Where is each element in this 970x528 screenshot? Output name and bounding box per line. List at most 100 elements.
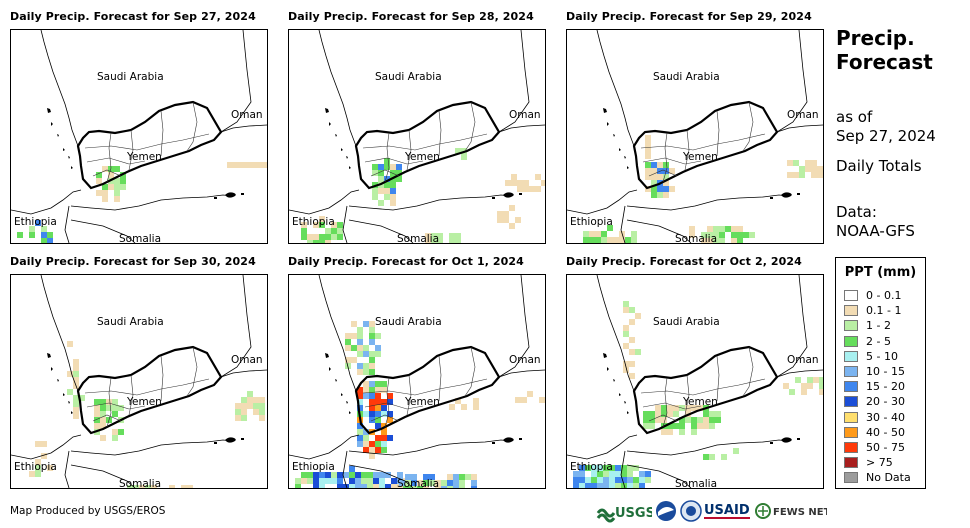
- label-yemen: Yemen: [404, 151, 440, 163]
- legend-swatch: [844, 350, 858, 362]
- label-ethiopia: Ethiopia: [14, 461, 57, 473]
- label-oman: Oman: [787, 354, 819, 366]
- as-of-date: Sep 27, 2024: [836, 127, 936, 145]
- usaid-logo: USAID: [704, 499, 752, 523]
- product-title-line1: Precip.: [836, 26, 915, 50]
- label-somalia: Somalia: [397, 233, 439, 243]
- legend-swatch: [844, 472, 858, 484]
- data-label: Data:: [836, 203, 877, 221]
- somalia-border: [626, 464, 692, 488]
- yemen-border: [632, 345, 779, 435]
- coastline: [220, 369, 267, 378]
- somalia-border: [348, 219, 414, 243]
- legend-swatch: [844, 442, 858, 453]
- coastline: [70, 194, 234, 211]
- forecast-map: Saudi Arabia Oman Yemen Ethiopia Somalia: [10, 274, 268, 489]
- panel-title: Daily Precip. Forecast for Sep 29, 2024: [566, 10, 812, 23]
- legend-swatch: [844, 335, 858, 347]
- precip-cells: [573, 301, 823, 488]
- ethiopia-border: [342, 205, 348, 243]
- coastline: [40, 275, 79, 392]
- label-saudi-arabia: Saudi Arabia: [653, 316, 720, 328]
- saudi-oman-border: [498, 30, 530, 133]
- legend-swatch: [844, 320, 858, 332]
- precip-cells: [301, 148, 545, 243]
- legend-swatch: [844, 290, 858, 301]
- ethiopia-border: [64, 205, 70, 243]
- fews-net-logo-text: FEWS NET: [773, 507, 827, 518]
- label-yemen: Yemen: [126, 396, 162, 408]
- label-somalia: Somalia: [675, 478, 717, 488]
- forecast-map: Saudi Arabia Oman Yemen Ethiopia Somalia: [288, 274, 546, 489]
- coastline: [567, 434, 638, 460]
- label-oman: Oman: [231, 109, 263, 121]
- coastline: [70, 439, 234, 456]
- yemen-border: [76, 100, 223, 190]
- socotra-island: [214, 192, 244, 199]
- legend-swatch: [844, 411, 858, 423]
- panel-oct1: Daily Precip. Forecast for Oct 1, 2024 S…: [288, 255, 546, 489]
- label-ethiopia: Ethiopia: [570, 461, 613, 473]
- precip-cells: [295, 321, 545, 488]
- label-somalia: Somalia: [119, 478, 161, 488]
- coastline: [318, 275, 357, 392]
- legend-label: 15 - 20: [866, 380, 905, 394]
- totals-label: Daily Totals: [836, 157, 922, 175]
- precip-cells: [29, 341, 265, 488]
- usgs-logo: USGS: [596, 499, 655, 523]
- legend-swatch: [844, 426, 858, 438]
- panel-sep29: Daily Precip. Forecast for Sep 29, 2024 …: [566, 10, 824, 244]
- legend-swatch: [844, 396, 858, 408]
- doi-seal-icon: [680, 499, 702, 523]
- yemen-border: [354, 345, 501, 435]
- fews-net-logo: FEWS NET: [755, 499, 831, 523]
- somalia-border: [70, 464, 136, 488]
- coastline: [40, 30, 79, 147]
- credit-text: Map Produced by USGS/EROS: [10, 505, 166, 517]
- label-yemen: Yemen: [126, 151, 162, 163]
- forecast-map: Saudi Arabia Oman Yemen Ethiopia Somalia: [566, 29, 824, 244]
- ethiopia-border: [64, 450, 70, 488]
- somalia-border: [70, 219, 136, 243]
- panel-title: Daily Precip. Forecast for Oct 2, 2024: [566, 255, 802, 268]
- label-saudi-arabia: Saudi Arabia: [653, 71, 720, 83]
- label-oman: Oman: [509, 354, 541, 366]
- coastline: [596, 30, 635, 147]
- yemen-border: [632, 100, 779, 190]
- coastline: [776, 124, 823, 133]
- socotra-island: [770, 437, 800, 444]
- label-oman: Oman: [231, 354, 263, 366]
- coastline: [626, 439, 790, 456]
- panel-title: Daily Precip. Forecast for Sep 27, 2024: [10, 10, 256, 23]
- legend-label: 50 - 75: [866, 441, 905, 454]
- label-yemen: Yemen: [682, 396, 718, 408]
- legend-swatch: [844, 457, 858, 469]
- coastline: [348, 439, 512, 456]
- coastline: [596, 275, 635, 392]
- legend-swatch: [844, 366, 858, 377]
- label-ethiopia: Ethiopia: [14, 216, 57, 228]
- coastline: [567, 189, 638, 215]
- usgs-logo-text: USGS: [615, 506, 652, 521]
- label-ethiopia: Ethiopia: [292, 216, 335, 228]
- coastline: [11, 189, 82, 215]
- label-oman: Oman: [509, 109, 541, 121]
- forecast-map: Saudi Arabia Oman Yemen Ethiopia Somalia: [288, 29, 546, 244]
- forecast-map: Saudi Arabia Oman Yemen Ethiopia Somalia: [566, 274, 824, 489]
- ethiopia-border: [342, 450, 348, 488]
- legend-label: 10 - 15: [866, 365, 905, 378]
- legend-label: 1 - 2: [866, 319, 891, 333]
- legend-swatch: [844, 305, 858, 317]
- forecast-map: Saudi Arabia Oman Yemen Ethiopia Somalia: [10, 29, 268, 244]
- precip-cells: [583, 135, 823, 243]
- legend-label: 30 - 40: [866, 410, 905, 424]
- noaa-logo: [655, 499, 677, 523]
- somalia-border: [626, 219, 692, 243]
- product-title: Precip. Forecast: [836, 26, 933, 74]
- legend-label: 20 - 30: [866, 395, 905, 409]
- coastline: [498, 369, 545, 378]
- coastline: [626, 194, 790, 211]
- label-somalia: Somalia: [397, 478, 439, 488]
- saudi-oman-border: [776, 30, 808, 133]
- panel-sep27: Daily Precip. Forecast for Sep 27, 2024 …: [10, 10, 268, 244]
